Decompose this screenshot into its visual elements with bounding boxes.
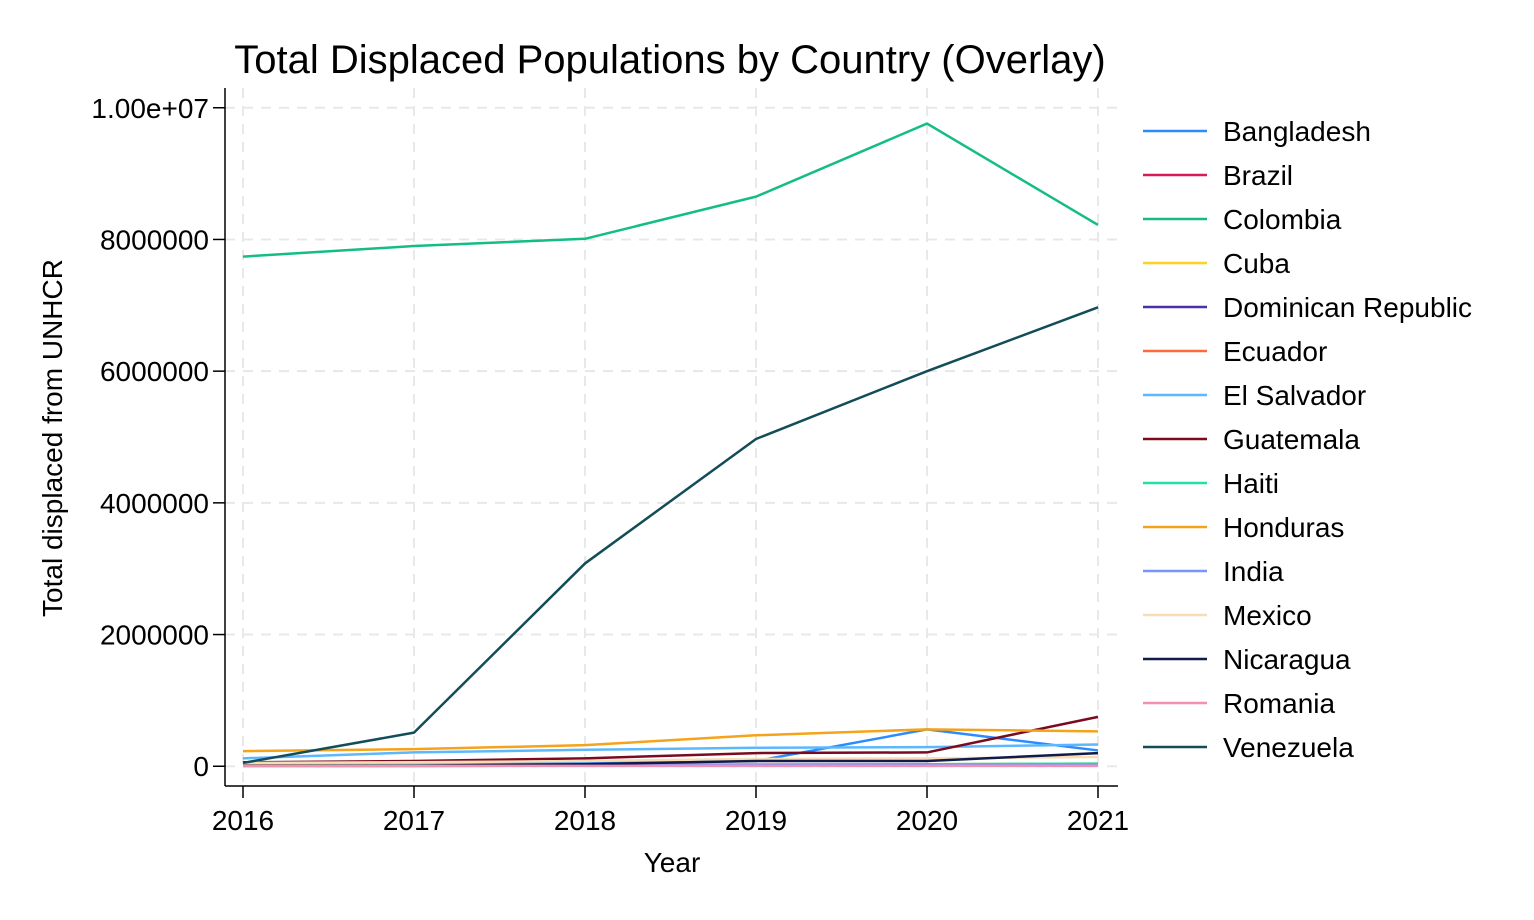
legend-item: Guatemala [1143, 424, 1360, 455]
legend-label: Cuba [1223, 248, 1290, 279]
series-line-honduras [242, 728, 1099, 753]
x-tick-label-4: 2020 [896, 805, 958, 836]
legend-item: Venezuela [1143, 732, 1354, 763]
legend-item: Colombia [1143, 204, 1342, 235]
legend-item: Ecuador [1143, 336, 1327, 367]
legend-item: Cuba [1143, 248, 1290, 279]
x-tick-label-0: 2016 [212, 805, 274, 836]
legend-label: Colombia [1223, 204, 1342, 235]
legend-label: Nicaragua [1223, 644, 1351, 675]
legend-label: Guatemala [1223, 424, 1360, 455]
legend-item: Nicaragua [1143, 644, 1351, 675]
legend-item: India [1143, 556, 1284, 587]
series-lines [242, 122, 1099, 768]
x-tick-label-2: 2018 [554, 805, 616, 836]
x-tick-label-1: 2017 [383, 805, 445, 836]
legend-item: Mexico [1143, 600, 1312, 631]
legend: Bangladesh Brazil Colombia Cuba Dominican Re… [1143, 116, 1472, 763]
legend-label: El Salvador [1223, 380, 1366, 411]
legend-item: Dominican Republic [1143, 292, 1472, 323]
legend-label: Mexico [1223, 600, 1312, 631]
y-tick-label-5: 1.00e+07 [91, 93, 209, 124]
legend-item: Honduras [1143, 512, 1344, 543]
x-tick-label-3: 2019 [725, 805, 787, 836]
y-tick-label-4: 8000000 [100, 224, 209, 255]
grid-lines [225, 88, 1118, 786]
legend-label: India [1223, 556, 1284, 587]
axes [224, 88, 1118, 787]
x-axis-label: Year [644, 847, 701, 878]
legend-item: Brazil [1143, 160, 1293, 191]
legend-item: El Salvador [1143, 380, 1366, 411]
series-line-colombia [242, 122, 1099, 258]
legend-label: Haiti [1223, 468, 1279, 499]
x-tick-label-5: 2021 [1067, 805, 1129, 836]
legend-item: Bangladesh [1143, 116, 1371, 147]
y-tick-label-1: 2000000 [100, 620, 209, 651]
legend-label: Ecuador [1223, 336, 1327, 367]
y-axis-ticks: 0 2000000 4000000 6000000 8000000 1.00e+07 [91, 93, 225, 782]
legend-item: Romania [1143, 688, 1335, 719]
legend-label: Romania [1223, 688, 1335, 719]
y-tick-label-0: 0 [193, 751, 209, 782]
legend-item: Haiti [1143, 468, 1279, 499]
x-axis-ticks: 2016 2017 2018 2019 2020 2021 [212, 786, 1129, 836]
legend-label: Brazil [1223, 160, 1293, 191]
series-line-mexico [242, 755, 1099, 765]
y-tick-label-3: 6000000 [100, 356, 209, 387]
legend-label: Honduras [1223, 512, 1344, 543]
legend-label: Bangladesh [1223, 116, 1371, 147]
y-tick-label-2: 4000000 [100, 488, 209, 519]
y-axis-label: Total displaced from UNHCR [37, 259, 68, 617]
legend-label: Venezuela [1223, 732, 1354, 763]
series-line-venezuela [242, 306, 1099, 765]
legend-label: Dominican Republic [1223, 292, 1472, 323]
chart-title: Total Displaced Populations by Country (… [234, 38, 1106, 82]
